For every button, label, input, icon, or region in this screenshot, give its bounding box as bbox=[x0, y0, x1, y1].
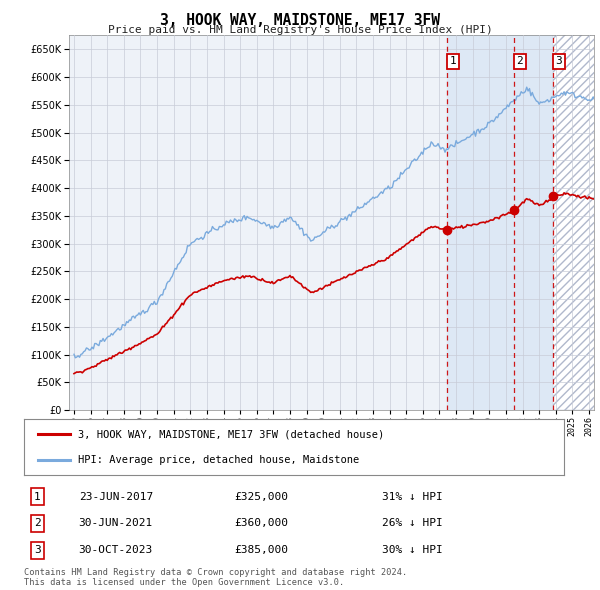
Bar bbox=[553, 35, 598, 410]
Text: Contains HM Land Registry data © Crown copyright and database right 2024.
This d: Contains HM Land Registry data © Crown c… bbox=[24, 568, 407, 587]
Text: 1: 1 bbox=[449, 57, 457, 67]
Text: Price paid vs. HM Land Registry's House Price Index (HPI): Price paid vs. HM Land Registry's House … bbox=[107, 25, 493, 35]
Text: 3, HOOK WAY, MAIDSTONE, ME17 3FW (detached house): 3, HOOK WAY, MAIDSTONE, ME17 3FW (detach… bbox=[78, 429, 384, 439]
Text: £360,000: £360,000 bbox=[235, 519, 289, 529]
Bar bbox=[447, 35, 553, 410]
Text: 1: 1 bbox=[34, 491, 41, 502]
Text: 31% ↓ HPI: 31% ↓ HPI bbox=[382, 491, 443, 502]
Text: £325,000: £325,000 bbox=[235, 491, 289, 502]
Text: 30-JUN-2021: 30-JUN-2021 bbox=[79, 519, 153, 529]
Text: 30-OCT-2023: 30-OCT-2023 bbox=[79, 545, 153, 555]
Text: £385,000: £385,000 bbox=[235, 545, 289, 555]
Text: 2: 2 bbox=[34, 519, 41, 529]
Text: 3: 3 bbox=[34, 545, 41, 555]
Bar bbox=[553, 35, 598, 410]
Text: 30% ↓ HPI: 30% ↓ HPI bbox=[382, 545, 443, 555]
Text: 3, HOOK WAY, MAIDSTONE, ME17 3FW: 3, HOOK WAY, MAIDSTONE, ME17 3FW bbox=[160, 13, 440, 28]
Text: 2: 2 bbox=[517, 57, 523, 67]
Text: 23-JUN-2017: 23-JUN-2017 bbox=[79, 491, 153, 502]
Text: 26% ↓ HPI: 26% ↓ HPI bbox=[382, 519, 443, 529]
Text: 3: 3 bbox=[556, 57, 562, 67]
Text: HPI: Average price, detached house, Maidstone: HPI: Average price, detached house, Maid… bbox=[78, 455, 359, 465]
